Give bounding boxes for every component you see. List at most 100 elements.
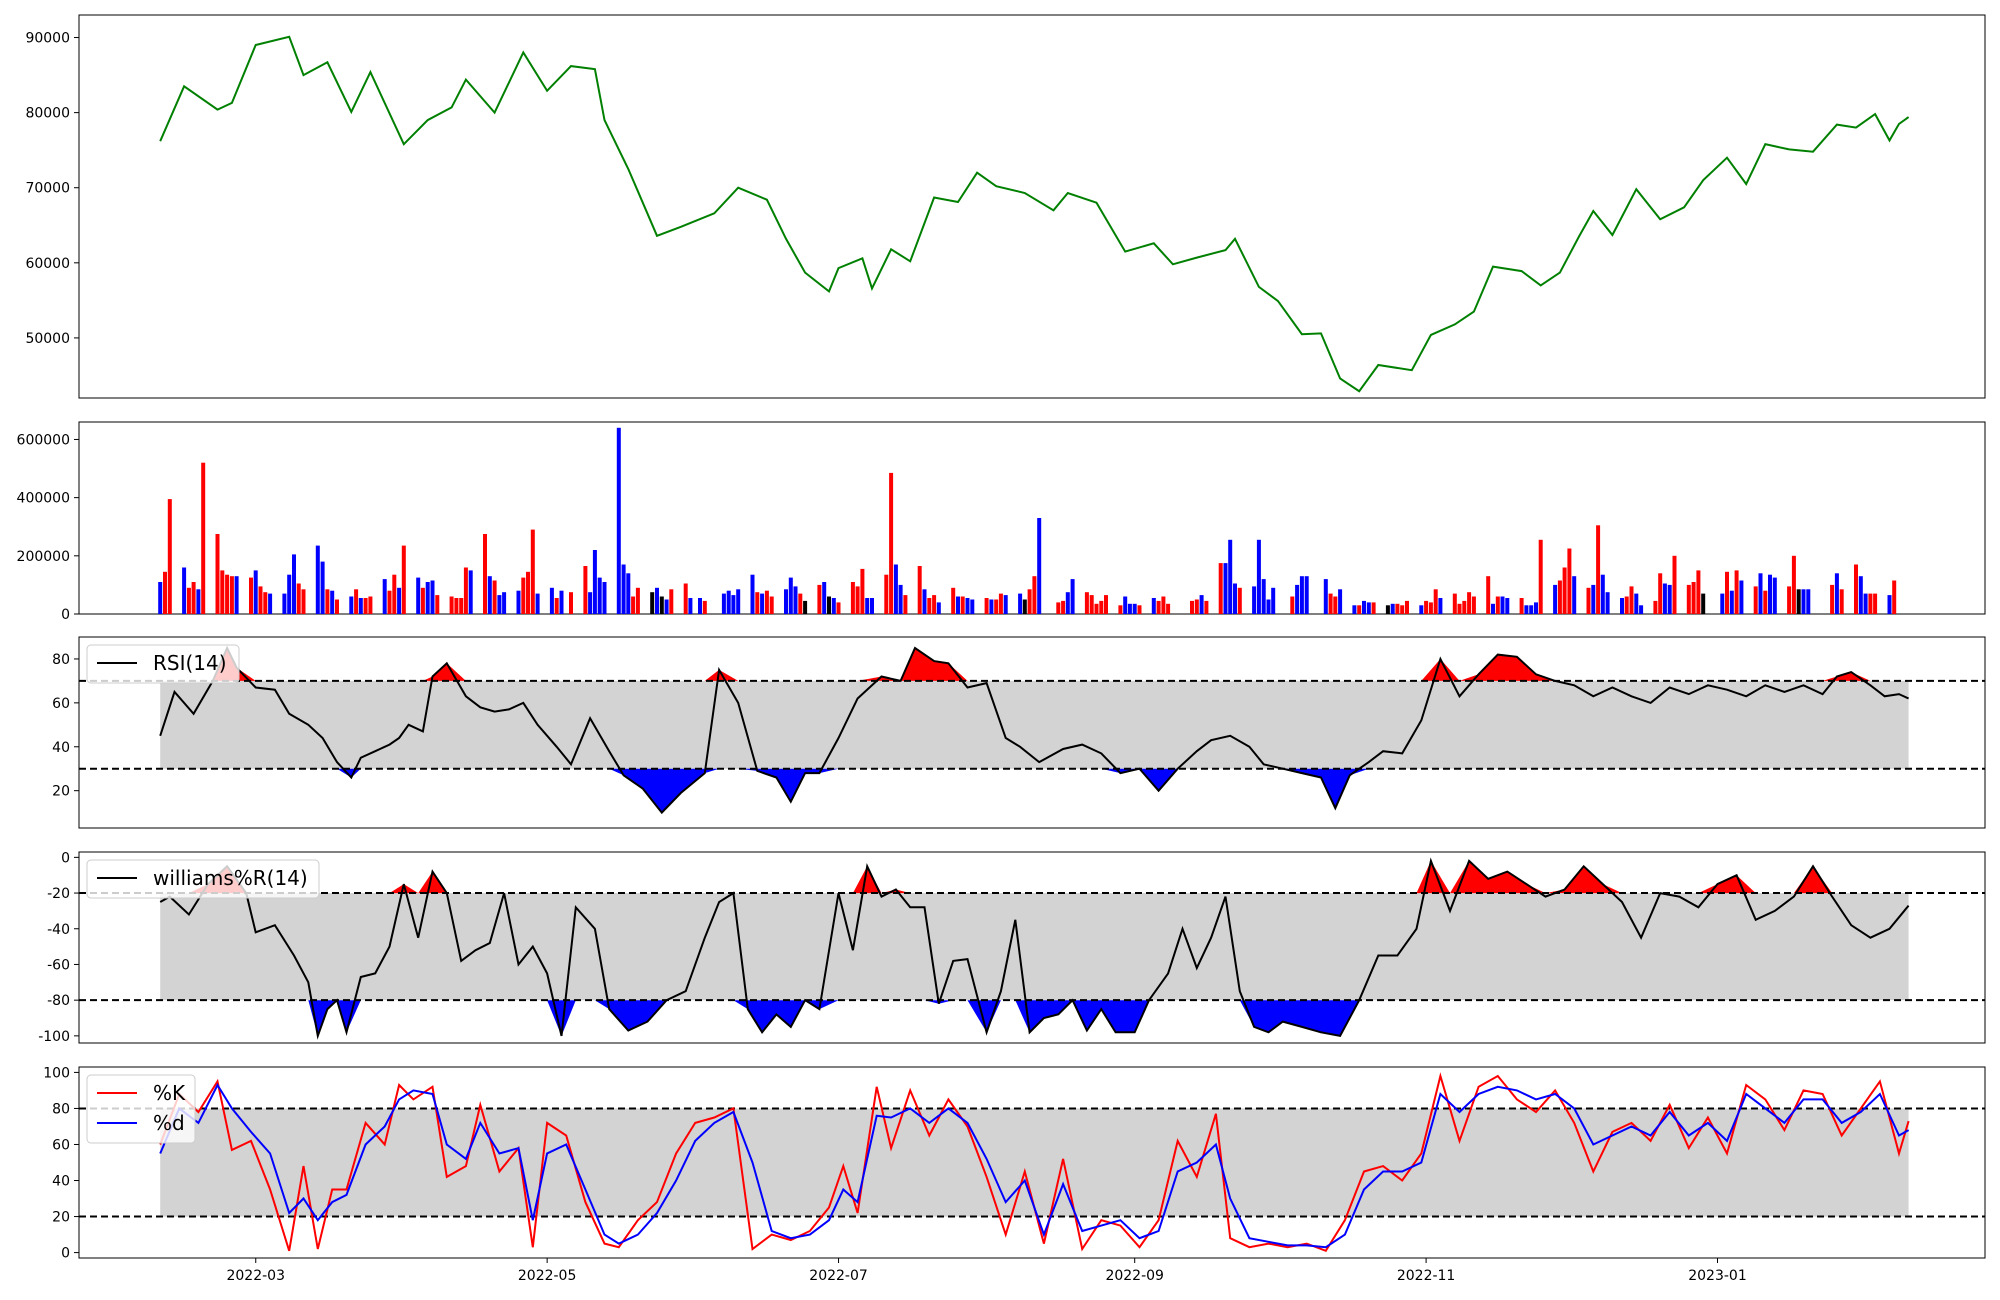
volume-bar [196,589,201,614]
volume-bar [1357,605,1362,614]
volume-bar [1873,593,1878,614]
volume-bar [1438,598,1443,614]
volume-bar [1084,592,1089,614]
volume-bar [1104,595,1108,614]
volume-bar [884,574,889,614]
y-tick-label: 20 [52,1210,70,1226]
volume-bar [998,593,1003,614]
volume-bar [335,599,339,614]
volume-bar [760,593,765,614]
volume-bar [1190,600,1194,614]
y-tick-label: -80 [47,993,70,1009]
volume-bar [1567,548,1572,614]
y-tick-label: -20 [47,886,70,902]
volume-bar [1070,579,1075,614]
x-tick-label: 2022-03 [226,1268,285,1284]
volume-bar [616,427,621,614]
volume-bar [1772,577,1777,614]
volume-bar [726,590,731,614]
volume-bar [1600,574,1605,614]
volume-bar [1467,592,1472,614]
volume-bar [1524,605,1529,614]
volume-bar [1553,584,1558,614]
volume-bar [1419,605,1424,614]
volume-bar [683,583,688,614]
volume-bar [1858,576,1863,614]
volume-bar [956,596,960,614]
volume-bar [870,598,874,614]
y-tick-label: 40 [52,740,70,756]
volume-bar [1266,599,1271,614]
volume-bar [487,576,492,614]
volume-bar [951,587,956,614]
volume-bar [1868,593,1873,614]
volume-bar [1003,595,1008,614]
volume-bar [836,602,841,614]
volume-bar [1758,573,1763,614]
volume-bar [1505,598,1510,614]
williams-r-line [159,857,1910,1040]
volume-bar [1701,593,1706,614]
volume-bar [1151,598,1156,614]
volume-bar [803,600,808,614]
volume-bar [865,598,870,614]
volume-bar [516,590,521,614]
y-tick-label: -60 [47,957,70,973]
y-tick-label: 60 [52,1137,70,1153]
volume-bar [960,596,965,614]
legend-box [86,644,240,684]
volume-bar [1639,605,1644,614]
volume-bar [1801,589,1806,614]
volume-bar [592,550,597,614]
volume-bar [201,462,206,614]
volume-bar [401,545,406,614]
volume-bar [1252,586,1257,614]
volume-bar [425,582,430,614]
volume-bar [559,590,564,614]
volume-bar [1854,564,1858,614]
y-tick-label: 0 [61,607,70,623]
volume-bar [1596,525,1601,614]
volume-bar [158,582,163,614]
volume-bar [764,590,769,614]
volume-bar [1729,590,1734,614]
price-line [159,35,1910,393]
band-fill [160,1108,1909,1217]
volume-bar [1395,603,1400,614]
y-tick-label: -40 [47,922,70,938]
volume-bar [468,570,473,614]
volume-bar [225,574,230,614]
y-tick-label: 70000 [25,181,70,197]
volume-bar [932,595,937,614]
volume-bar [1691,582,1696,614]
plot-frame [78,636,1986,829]
volume-bar [621,564,626,614]
y-tick-label: 80000 [25,106,70,122]
volume-bar [1452,593,1457,614]
volume-bar [234,576,239,614]
volume-bar [702,600,707,614]
volume-bar [965,598,970,614]
volume-bar [1132,603,1137,614]
volume-bar [526,571,530,614]
legend-label: %d [153,1111,185,1135]
volume-panel: 0 200000 400000 600000 [17,421,1986,623]
volume-bar [831,598,836,614]
volume-bar [970,599,975,614]
volume-bar [1333,596,1338,614]
volume-bar [1194,599,1199,614]
volume-bar [731,595,736,614]
volume-bar [349,596,354,614]
volume-bar [229,576,234,614]
volume-bar [1830,584,1835,614]
volume-bar [1166,603,1171,614]
volume-bar [736,589,741,614]
volume-bar [1892,580,1897,614]
volume-bar [1634,593,1639,614]
volume-bar [1323,579,1328,614]
volume-bar [664,599,669,614]
volume-bar [1768,574,1772,614]
volume-bar [1624,596,1629,614]
volume-bar [1672,555,1677,614]
volume-bar [1199,595,1204,614]
